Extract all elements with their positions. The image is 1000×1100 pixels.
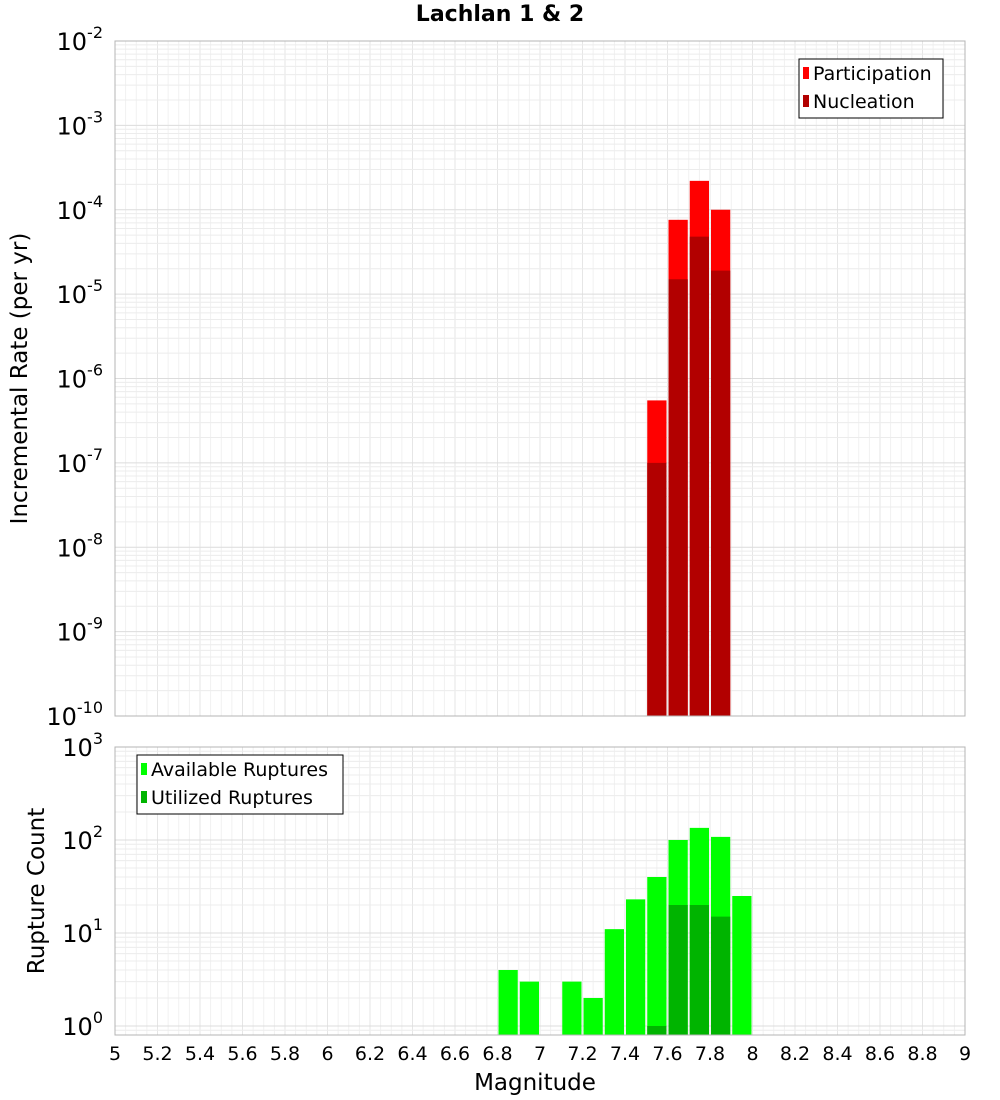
x-tick-label: 6.8 <box>482 1043 512 1065</box>
bar-secondary <box>711 270 731 716</box>
y-tick-label: 10-9 <box>57 614 104 647</box>
x-tick-label: 5.4 <box>185 1043 215 1065</box>
bar-secondary <box>647 462 667 716</box>
x-tick-label: 5.2 <box>142 1043 172 1065</box>
x-tick-label: 6.2 <box>355 1043 385 1065</box>
bar-primary <box>498 969 518 1035</box>
x-tick-label: 7.8 <box>695 1043 725 1065</box>
legend: Available Ruptures Utilized Ruptures <box>136 754 344 815</box>
bar-primary <box>583 997 603 1035</box>
y-axis-label: Incremental Rate (per yr) <box>7 233 33 525</box>
plot-frame <box>114 40 966 717</box>
y-tick-label: 102 <box>62 822 103 855</box>
x-tick-label: 8 <box>746 1043 758 1065</box>
y-tick-label: 10-3 <box>57 107 104 140</box>
x-tick-label: 7.6 <box>652 1043 682 1065</box>
plot-frame <box>114 746 966 1036</box>
legend-box <box>798 58 944 119</box>
y-tick-label: 101 <box>62 915 103 948</box>
bar-primary <box>604 929 624 1035</box>
legend-swatch <box>803 95 809 107</box>
legend-label: Participation <box>813 63 932 85</box>
x-tick-label: 8.6 <box>865 1043 895 1065</box>
y-tick-label: 10-10 <box>46 698 103 731</box>
legend-label: Nucleation <box>813 91 915 113</box>
bar-secondary <box>689 236 709 716</box>
y-tick-label: 100 <box>62 1008 103 1041</box>
panel-2: 103 102 101 100 Rupture Count Available Ruptu… <box>24 729 966 1041</box>
legend-box <box>136 754 344 815</box>
bar-primary <box>626 899 646 1035</box>
y-tick-label: 10-7 <box>57 445 104 478</box>
x-tick-label: 5.6 <box>227 1043 257 1065</box>
legend: Participation Nucleation <box>798 58 944 119</box>
chart-title: Lachlan 1 & 2 <box>415 2 585 27</box>
x-tick-label: 8.8 <box>907 1043 937 1065</box>
legend-swatch <box>141 791 147 803</box>
x-tick-label: 5 <box>109 1043 121 1065</box>
y-axis-label: Rupture Count <box>24 808 50 974</box>
x-axis-label: Magnitude <box>474 1070 596 1096</box>
x-tick-label: 8.4 <box>822 1043 852 1065</box>
bar-secondary <box>668 279 688 716</box>
legend-swatch <box>803 67 809 79</box>
y-tick-label: 10-4 <box>57 192 104 225</box>
y-tick-label: 10-2 <box>57 23 104 56</box>
panel-1: 10-2 10-3 10-4 10-5 10-6 10-7 10-8 10-9 10-10 Inc… <box>7 23 966 731</box>
legend-swatch <box>141 763 147 775</box>
bar-primary <box>562 981 582 1035</box>
x-tick-label: 7.2 <box>567 1043 597 1065</box>
legend-label: Utilized Ruptures <box>151 787 313 809</box>
y-tick-label: 10-8 <box>57 529 104 562</box>
x-tick-label: 6.4 <box>397 1043 427 1065</box>
bar-secondary <box>689 904 709 1035</box>
legend-label: Available Ruptures <box>151 759 328 781</box>
x-tick-label: 9 <box>959 1043 971 1065</box>
x-tick-label: 7 <box>534 1043 546 1065</box>
bar-secondary <box>668 904 688 1035</box>
y-tick-label: 103 <box>62 729 103 762</box>
y-tick-label: 10-5 <box>57 276 104 309</box>
x-axis: 5 5.2 5.4 5.6 5.8 6 6.2 6.4 6.6 6.8 7 7.2 7.4 7.6 7.8 8… <box>109 1043 971 1096</box>
x-tick-label: 5.8 <box>270 1043 300 1065</box>
x-tick-label: 6 <box>321 1043 333 1065</box>
bar-secondary <box>647 1025 667 1035</box>
bar-secondary <box>711 916 731 1035</box>
bar-primary <box>732 895 752 1035</box>
x-tick-label: 6.6 <box>440 1043 470 1065</box>
bar-primary <box>647 877 667 1035</box>
x-tick-label: 8.2 <box>780 1043 810 1065</box>
bar-primary <box>519 981 539 1035</box>
x-tick-label: 7.4 <box>610 1043 640 1065</box>
y-tick-label: 10-6 <box>57 361 104 394</box>
